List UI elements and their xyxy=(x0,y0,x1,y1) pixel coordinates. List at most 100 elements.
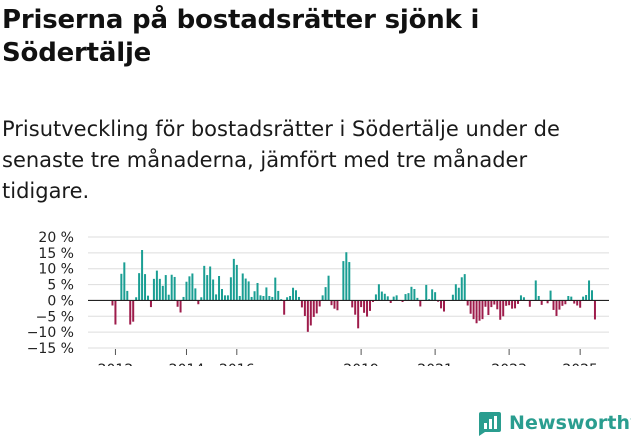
bar xyxy=(182,296,185,301)
bar xyxy=(256,282,259,301)
bar xyxy=(437,300,440,302)
bar xyxy=(149,300,152,308)
bar xyxy=(158,278,161,301)
bar xyxy=(176,300,179,307)
bar xyxy=(496,300,499,310)
bar xyxy=(377,284,380,301)
bar xyxy=(490,300,493,308)
bars xyxy=(111,250,596,332)
bar xyxy=(522,297,525,301)
chart-subtitle: Prisutveckling för bostadsrätter i Söder… xyxy=(2,117,560,203)
bar xyxy=(345,252,348,301)
bar xyxy=(380,291,383,301)
bar xyxy=(593,300,596,320)
bar xyxy=(229,277,232,301)
bar xyxy=(297,296,300,301)
bar xyxy=(330,300,333,306)
bar xyxy=(561,300,564,306)
bar xyxy=(188,276,191,301)
bar xyxy=(428,299,431,301)
bar xyxy=(244,278,247,301)
bar xyxy=(250,296,253,301)
bar xyxy=(197,300,200,305)
bar xyxy=(383,293,386,301)
bar xyxy=(360,300,363,308)
bar xyxy=(371,300,374,303)
bar xyxy=(247,281,250,301)
bar xyxy=(369,300,371,311)
bar xyxy=(241,273,244,301)
bar xyxy=(283,300,286,315)
bar xyxy=(511,300,514,309)
bar xyxy=(585,295,588,301)
bar xyxy=(451,294,454,301)
bar xyxy=(588,280,591,301)
bar xyxy=(111,300,114,306)
bar xyxy=(454,284,457,301)
y-tick-label: 20 % xyxy=(38,230,74,246)
bar xyxy=(129,300,132,325)
bar xyxy=(475,300,478,324)
bar xyxy=(546,300,549,304)
bar xyxy=(170,274,173,301)
bar xyxy=(440,300,443,309)
bar xyxy=(289,295,292,301)
bar xyxy=(259,295,262,301)
bar xyxy=(573,300,576,304)
bar xyxy=(164,275,167,301)
bar xyxy=(271,296,274,301)
y-tick-label: −10 % xyxy=(27,325,74,341)
bar xyxy=(141,250,144,301)
bar xyxy=(540,300,543,305)
bar xyxy=(262,295,265,301)
bar xyxy=(223,295,226,301)
bar xyxy=(203,265,206,301)
bar xyxy=(419,300,422,307)
bar xyxy=(514,300,517,309)
bar xyxy=(191,273,194,301)
bar xyxy=(173,276,176,301)
bar xyxy=(472,300,475,320)
bar xyxy=(434,292,437,301)
y-tick-label: 15 % xyxy=(38,246,74,262)
bar xyxy=(303,300,306,316)
bar xyxy=(120,273,123,301)
y-tick-label: 5 % xyxy=(47,278,74,294)
bar xyxy=(179,300,182,313)
bar xyxy=(238,295,241,301)
bar xyxy=(126,290,129,301)
bar xyxy=(576,300,579,306)
chart-title: Priserna på bostadsrätter sjönk i Södert… xyxy=(2,5,480,68)
newsworthy-logo-icon xyxy=(479,412,501,436)
bar xyxy=(374,294,377,301)
bar xyxy=(549,290,552,301)
bar xyxy=(484,300,487,307)
bar xyxy=(395,295,398,301)
bar xyxy=(567,295,570,301)
bar xyxy=(401,300,404,303)
bar xyxy=(215,294,218,301)
bar xyxy=(431,289,434,301)
y-tick-label: −15 % xyxy=(27,341,74,357)
bar xyxy=(318,300,321,307)
bar xyxy=(135,297,138,301)
bar xyxy=(413,289,416,301)
x-axis: 2012 2014 2016 2019 2021 2023 2025 xyxy=(98,349,598,366)
bar xyxy=(404,294,407,301)
bar xyxy=(519,295,522,301)
bar xyxy=(570,296,573,301)
bar xyxy=(443,300,445,312)
bar xyxy=(232,258,235,301)
bar xyxy=(558,300,561,310)
bar xyxy=(508,300,511,306)
x-tick-label: 2014 xyxy=(169,362,205,366)
bar xyxy=(315,300,318,314)
bar xyxy=(333,300,336,309)
bar xyxy=(386,296,389,301)
bar xyxy=(357,300,360,329)
last-value-label: −6 % xyxy=(603,226,631,230)
bar xyxy=(582,296,585,301)
bar-chart: 20 %15 %10 %5 %0 %−5 %−10 %−15 % 2012201… xyxy=(27,226,631,366)
bar xyxy=(221,289,223,301)
bar xyxy=(312,300,315,317)
